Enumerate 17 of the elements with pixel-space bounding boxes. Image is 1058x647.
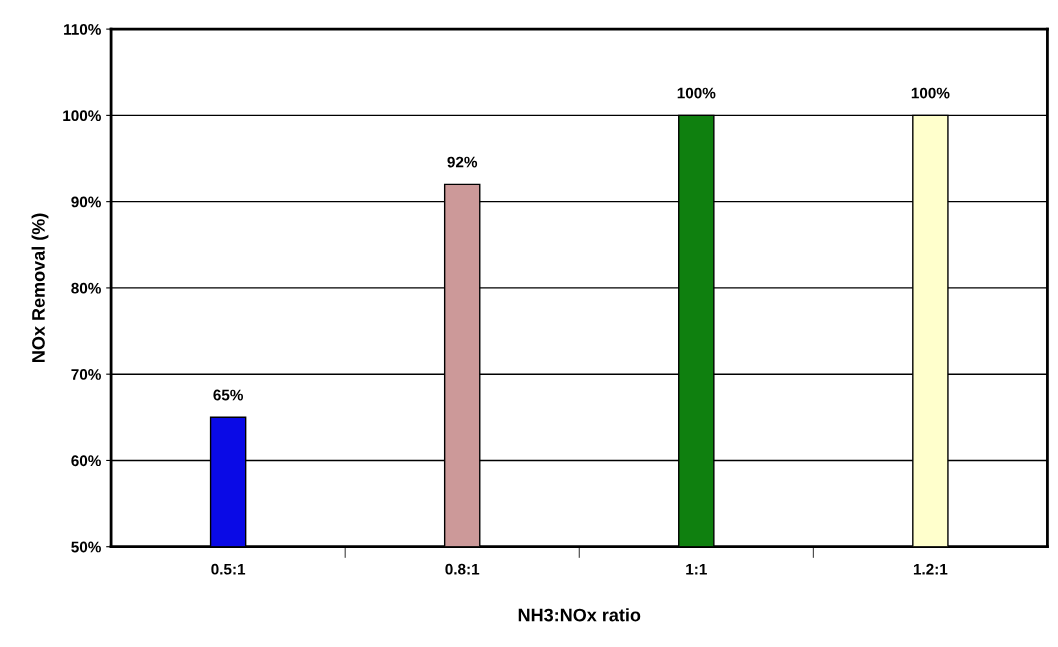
y-tick-label: 60% [71, 455, 101, 467]
y-tick-label: 90% [71, 196, 101, 208]
x-axis-title: NH3:NOx ratio [518, 608, 641, 622]
x-tick-label: 1:1 [686, 563, 707, 575]
y-tick-label: 50% [71, 541, 101, 553]
y-tick-label: 110% [64, 23, 101, 35]
y-tick-label: 100% [63, 110, 101, 122]
y-tick-label: 80% [71, 282, 101, 294]
data-label: 65% [213, 389, 244, 401]
x-tick-label: 0.5:1 [211, 563, 246, 575]
data-label: 92% [447, 156, 478, 168]
data-label: 100% [911, 87, 950, 99]
y-tick-label: 70% [71, 369, 101, 380]
y-axis-title: NOx Removal (%) [31, 213, 49, 362]
x-tick-label: 1.2:1 [913, 563, 948, 575]
data-label: 100% [677, 87, 716, 99]
x-tick-label: 0.8:1 [445, 563, 480, 575]
